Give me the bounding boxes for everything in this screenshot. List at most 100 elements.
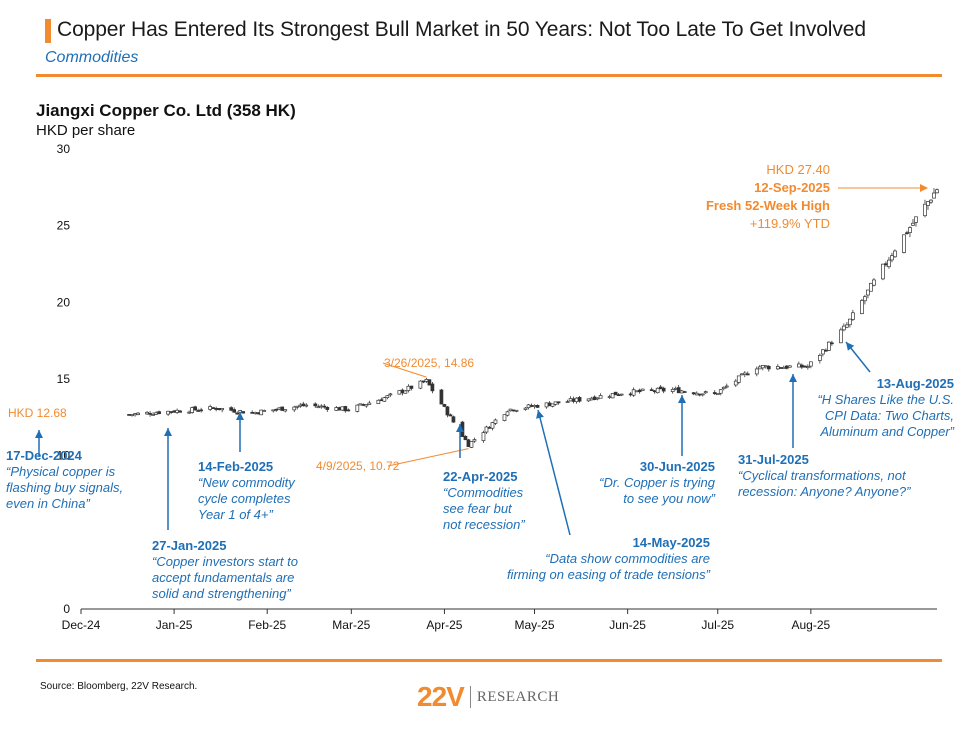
event-quote-line: “Commodities (443, 485, 524, 500)
candle-body (151, 414, 155, 416)
candle-body (628, 393, 633, 396)
event-arrowhead (789, 374, 797, 382)
candle-body (691, 392, 696, 395)
candle-body (508, 408, 513, 412)
brand-logo: 22V RESEARCH (417, 681, 559, 713)
event-quote-line: Year 1 of 4+” (198, 507, 273, 522)
candle-body (319, 405, 324, 408)
candle-body (505, 411, 510, 416)
event-arrowhead (164, 428, 172, 436)
y-tick-label: 10 (57, 449, 71, 463)
candle-body (445, 406, 450, 416)
candle-body (169, 411, 173, 413)
annotation-latest-arrowhead (920, 184, 928, 192)
candle-body (775, 366, 780, 370)
candle-body (469, 441, 474, 448)
candle-body (781, 366, 786, 369)
x-tick-label: May-25 (515, 618, 555, 632)
event-quote-line: flashing buy signals, (6, 480, 123, 495)
candle-body (778, 367, 783, 369)
candle-body (490, 422, 495, 429)
candle-body (905, 232, 909, 235)
x-tick-label: Dec-24 (62, 618, 101, 632)
candle-body (598, 395, 603, 399)
candle-body (292, 406, 297, 411)
event-arrowhead (35, 430, 43, 438)
candle-body (484, 426, 489, 433)
candle-body (238, 410, 243, 413)
event-arrowhead (236, 412, 244, 420)
candle-body (550, 403, 555, 407)
candle-body (379, 399, 384, 402)
candle-body (196, 410, 200, 412)
candle-body (809, 361, 813, 367)
candle-body (586, 398, 591, 402)
candle-body (640, 388, 645, 392)
candle-body (178, 410, 182, 413)
candle-body (403, 390, 408, 394)
candle-body (472, 439, 477, 442)
candle-body (136, 412, 140, 416)
candle-body (932, 192, 936, 199)
candle-body (145, 411, 149, 415)
event-date-label: 14-May-2025 (633, 535, 710, 550)
candle-body (610, 393, 615, 399)
candle-body (208, 406, 213, 410)
candle-body (682, 391, 687, 393)
candle-body (190, 407, 194, 413)
candle-body (821, 349, 825, 355)
event-date-label: 22-Apr-2025 (443, 469, 517, 484)
candle-body (481, 432, 486, 441)
event-quote-line: CPI Data: Two Charts, (825, 408, 954, 423)
candle-body (157, 411, 161, 415)
event-quote-line: see fear but (443, 501, 513, 516)
y-tick-label: 15 (57, 372, 71, 386)
annotation-52w-high: Fresh 52-Week High (706, 198, 830, 213)
candle-body (175, 409, 179, 413)
annotation-latest-date: 12-Sep-2025 (754, 180, 830, 195)
candle-body (619, 393, 624, 396)
candle-body (565, 401, 570, 404)
candle-body (367, 402, 372, 405)
candle-body (568, 398, 573, 402)
candle-body (863, 296, 867, 302)
candle-body (544, 402, 549, 408)
chart-title: Jiangxi Copper Co. Ltd (358 HK) (36, 101, 296, 120)
annotation-start-price: HKD 12.68 (8, 406, 67, 420)
candle-body (133, 413, 137, 416)
candle-body (253, 411, 258, 414)
candle-body (697, 393, 702, 396)
candle-body (397, 390, 402, 395)
candle-body (607, 396, 612, 398)
candle-body (851, 312, 855, 320)
annotation-march-high: 3/26/2025, 14.86 (384, 356, 474, 370)
candle-body (670, 389, 675, 392)
event-arrowhead (456, 424, 464, 432)
event-quote-line: “New commodity (198, 475, 296, 490)
x-tick-label: Jun-25 (609, 618, 646, 632)
candle-body (700, 393, 705, 396)
candle-body (262, 410, 267, 412)
candle-body (673, 387, 678, 390)
page-subtitle: Commodities (45, 49, 139, 66)
candle-body (712, 392, 717, 395)
logo-divider (469, 686, 471, 708)
candle-body (301, 403, 306, 407)
candle-body (661, 387, 666, 392)
event-quote-line: to see you now” (623, 491, 715, 506)
event-quote-line: “Dr. Copper is trying (599, 475, 716, 490)
candle-body (130, 414, 134, 416)
candle-body (694, 392, 699, 396)
candle-body (514, 409, 519, 412)
event-quote-line: “Physical copper is (6, 464, 116, 479)
candle-body (535, 405, 540, 408)
x-tick-label: Jul-25 (701, 618, 734, 632)
candle-body (745, 373, 750, 376)
annotation-ytd: +119.9% YTD (750, 216, 830, 231)
candle-body (890, 255, 894, 261)
candle-body (214, 407, 219, 410)
candle-body (364, 404, 369, 407)
candle-body (322, 405, 327, 408)
event-arrow-line (537, 409, 571, 536)
candle-body (346, 409, 351, 412)
